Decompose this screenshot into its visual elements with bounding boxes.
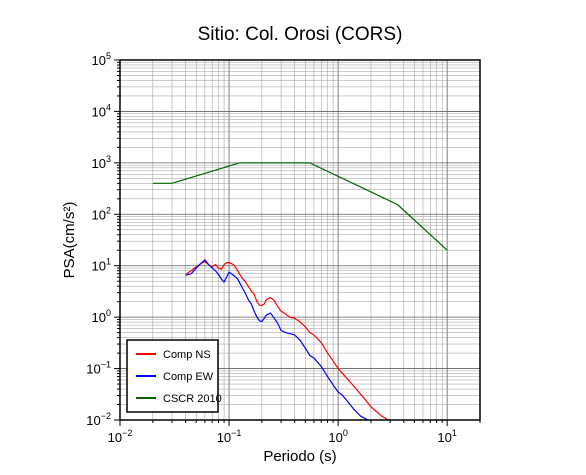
x-tick-label: 101: [437, 428, 456, 445]
chart-title: Sitio: Col. Orosi (CORS): [198, 24, 403, 45]
series-line-1: [185, 261, 390, 420]
x-axis-label: Periodo (s): [263, 448, 336, 465]
legend-label: Comp EW: [163, 371, 214, 383]
x-tick-label: 100: [328, 428, 347, 445]
x-tick-label: 10−1: [217, 428, 242, 445]
y-tick-label: 101: [92, 257, 111, 274]
series-line-2: [185, 259, 370, 420]
y-tick-label: 104: [92, 102, 111, 119]
grid: [119, 59, 481, 421]
y-tick-label: 105: [92, 51, 111, 68]
series-line-3: [152, 162, 448, 251]
y-tick-label: 10−1: [86, 360, 111, 377]
legend-label: Comp NS: [163, 349, 211, 361]
legend-label: CSCR 2010: [163, 393, 222, 405]
series-group: [152, 162, 448, 420]
y-tick-label: 100: [92, 308, 111, 325]
y-axis-label: PSA(cm/s²): [61, 202, 78, 279]
y-tick-label: 102: [92, 205, 111, 222]
legend: Comp NS Comp EW CSCR 2010: [126, 339, 222, 413]
plot-frame: [119, 59, 481, 421]
y-tick-label: 103: [92, 154, 111, 171]
y-tick-label: 10−2: [86, 411, 111, 428]
x-tick-label: 10−2: [108, 428, 133, 445]
